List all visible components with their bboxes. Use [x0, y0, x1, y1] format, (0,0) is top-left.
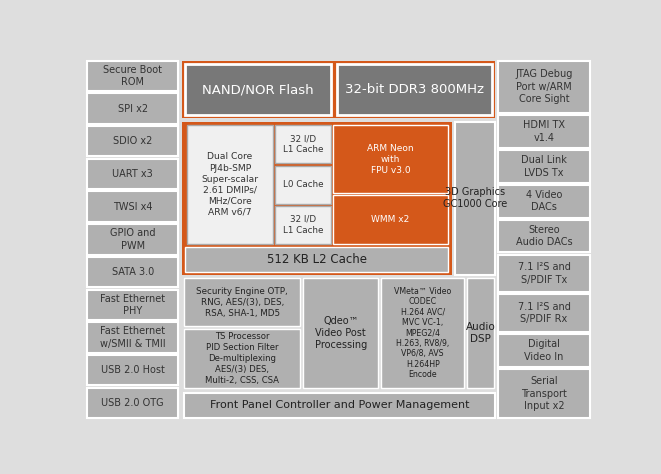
FancyBboxPatch shape [498, 185, 590, 218]
FancyBboxPatch shape [87, 322, 178, 353]
Text: Serial
Transport
Input x2: Serial Transport Input x2 [521, 376, 567, 411]
FancyBboxPatch shape [185, 247, 448, 272]
FancyBboxPatch shape [498, 61, 590, 113]
FancyBboxPatch shape [87, 159, 178, 189]
Text: USB 2.0 Host: USB 2.0 Host [101, 365, 165, 375]
Text: VMeta™ Video
CODEC
H.264 AVC/
MVC VC-1,
MPEG2/4
H.263, RV8/9,
VP6/8, AVS
H.264HP: VMeta™ Video CODEC H.264 AVC/ MVC VC-1, … [394, 287, 451, 379]
Text: Dual Link
LVDS Tx: Dual Link LVDS Tx [521, 155, 567, 178]
Text: 32 I/D
L1 Cache: 32 I/D L1 Cache [283, 134, 323, 155]
Text: USB 2.0 OTG: USB 2.0 OTG [102, 398, 164, 408]
FancyBboxPatch shape [498, 255, 590, 292]
Text: 7.1 I²S and
S/PDIF Rx: 7.1 I²S and S/PDIF Rx [518, 302, 570, 324]
FancyBboxPatch shape [303, 278, 378, 388]
FancyBboxPatch shape [87, 93, 178, 124]
FancyBboxPatch shape [87, 257, 178, 287]
FancyBboxPatch shape [455, 121, 494, 275]
Text: SATA 3.0: SATA 3.0 [112, 267, 154, 277]
FancyBboxPatch shape [333, 195, 447, 244]
FancyBboxPatch shape [498, 369, 590, 418]
FancyBboxPatch shape [87, 191, 178, 222]
FancyBboxPatch shape [182, 121, 451, 275]
FancyBboxPatch shape [184, 392, 494, 418]
Text: 4 Video
DACs: 4 Video DACs [525, 190, 562, 212]
Text: SDIO x2: SDIO x2 [113, 137, 153, 146]
Text: HDMI TX
v1.4: HDMI TX v1.4 [523, 120, 565, 143]
Text: JTAG Debug
Port w/ARM
Core Sight: JTAG Debug Port w/ARM Core Sight [516, 69, 572, 104]
FancyBboxPatch shape [87, 61, 178, 91]
FancyBboxPatch shape [87, 388, 178, 418]
Text: SPI x2: SPI x2 [118, 104, 148, 114]
FancyBboxPatch shape [87, 355, 178, 385]
FancyBboxPatch shape [182, 61, 494, 118]
Text: GPIO and
PWM: GPIO and PWM [110, 228, 155, 251]
Text: Fast Ethernet
w/SMII & TMII: Fast Ethernet w/SMII & TMII [100, 326, 166, 349]
Text: Fast Ethernet
PHY: Fast Ethernet PHY [100, 293, 165, 316]
Text: Front Panel Controller and Power Management: Front Panel Controller and Power Managem… [210, 401, 469, 410]
Text: TS Processor
PID Section Filter
De-multiplexing
AES/(3) DES,
Multi-2, CSS, CSA: TS Processor PID Section Filter De-multi… [205, 332, 279, 385]
Text: Secure Boot
ROM: Secure Boot ROM [103, 65, 163, 87]
Text: ARM Neon
with
FPU v3.0: ARM Neon with FPU v3.0 [367, 144, 414, 175]
FancyBboxPatch shape [87, 290, 178, 320]
Text: UART x3: UART x3 [112, 169, 153, 179]
FancyBboxPatch shape [275, 166, 330, 204]
Text: Security Engine OTP,
RNG, AES/(3), DES,
RSA, SHA-1, MD5: Security Engine OTP, RNG, AES/(3), DES, … [196, 286, 288, 318]
FancyBboxPatch shape [498, 220, 590, 252]
Text: Dual Core
PJ4b-SMP
Super-scalar
2.61 DMIPs/
MHz/Core
ARM v6/7: Dual Core PJ4b-SMP Super-scalar 2.61 DMI… [201, 153, 258, 217]
Text: Qdeo™
Video Post
Processing: Qdeo™ Video Post Processing [315, 316, 367, 350]
Text: 32 I/D
L1 Cache: 32 I/D L1 Cache [283, 215, 323, 235]
Text: Stereo
Audio DACs: Stereo Audio DACs [516, 225, 572, 247]
FancyBboxPatch shape [87, 126, 178, 156]
FancyBboxPatch shape [87, 224, 178, 255]
FancyBboxPatch shape [337, 64, 492, 115]
FancyBboxPatch shape [184, 278, 300, 327]
FancyBboxPatch shape [275, 126, 330, 164]
Text: NAND/NOR Flash: NAND/NOR Flash [202, 83, 314, 96]
FancyBboxPatch shape [186, 126, 273, 244]
FancyBboxPatch shape [498, 150, 590, 182]
Text: 3D Graphics
GC1000 Core: 3D Graphics GC1000 Core [443, 187, 507, 210]
Text: 7.1 I²S and
S/PDIF Tx: 7.1 I²S and S/PDIF Tx [518, 262, 570, 285]
Text: 32-bit DDR3 800MHz: 32-bit DDR3 800MHz [345, 83, 484, 96]
FancyBboxPatch shape [185, 64, 331, 115]
FancyBboxPatch shape [381, 278, 464, 388]
FancyBboxPatch shape [498, 334, 590, 367]
FancyBboxPatch shape [498, 294, 590, 332]
FancyBboxPatch shape [333, 126, 447, 193]
Text: Digital
Video In: Digital Video In [524, 339, 564, 362]
Text: L0 Cache: L0 Cache [283, 180, 323, 189]
Text: WMM x2: WMM x2 [371, 215, 409, 224]
FancyBboxPatch shape [275, 206, 330, 244]
Text: TWSI x4: TWSI x4 [113, 201, 153, 212]
FancyBboxPatch shape [498, 115, 590, 148]
FancyBboxPatch shape [184, 329, 300, 388]
Text: 512 KB L2 Cache: 512 KB L2 Cache [267, 253, 367, 266]
Text: Audio
DSP: Audio DSP [465, 322, 495, 344]
FancyBboxPatch shape [467, 278, 494, 388]
